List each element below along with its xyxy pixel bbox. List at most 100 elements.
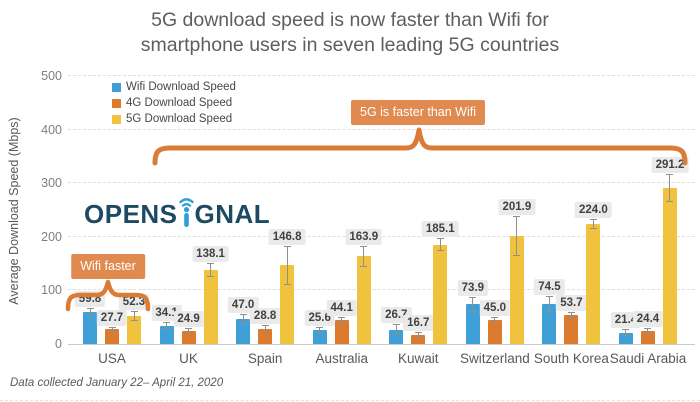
bar-wifi-switzerland <box>465 304 480 344</box>
error-cap-bottom <box>163 328 171 330</box>
error-cap-top <box>316 327 324 329</box>
error-cap-bottom <box>392 333 400 335</box>
legend-item-wifi: Wifi Download Speed <box>112 81 236 93</box>
error-bar-wifi-usa <box>89 308 91 316</box>
error-cap-bottom <box>589 228 597 230</box>
gridline-300 <box>68 182 695 184</box>
error-cap-bottom <box>545 311 553 313</box>
bar-wifi-kuwait <box>389 329 404 344</box>
bar-group-south-korea: 74.5 53.7 224.0 <box>534 77 612 344</box>
error-cap-top <box>185 328 193 330</box>
error-cap-bottom <box>513 254 521 256</box>
error-cap-top <box>622 328 630 330</box>
bar-group-uk: 34.1 24.9 138.1 <box>151 77 229 344</box>
bar-fiveg-usa <box>127 315 141 344</box>
error-bar-fiveg-south-korea <box>592 219 594 229</box>
y-tick-100: 100 <box>41 283 62 298</box>
bar-fourg-usa <box>105 329 119 344</box>
legend-item-fourg: 4G Download Speed <box>112 97 236 109</box>
bar-wifi-uk <box>159 325 174 344</box>
error-bar-fourg-uk <box>188 329 190 333</box>
bar-fiveg-south-korea <box>586 223 601 344</box>
bar-group-spain: 47.0 28.8 146.8 <box>227 77 306 344</box>
bar-fourg-australia <box>334 320 349 344</box>
bar-wifi-usa <box>83 311 97 344</box>
error-bar-fiveg-kuwait <box>439 239 441 251</box>
bar-wifi-australia <box>312 330 327 344</box>
error-bar-fourg-australia <box>341 317 343 324</box>
bar-fiveg-switzerland <box>509 235 524 344</box>
x-label-uk: UK <box>179 351 198 366</box>
error-cap-top <box>545 296 553 298</box>
value-label-fourg-spain: 28.8 <box>249 308 281 325</box>
error-bar-fourg-saudi-arabia <box>647 328 649 334</box>
y-tick-400: 400 <box>41 122 62 137</box>
bar-fourg-saudi-arabia <box>640 330 655 344</box>
x-label-kuwait: Kuwait <box>398 351 439 366</box>
error-cap-top <box>360 245 368 247</box>
error-bar-wifi-spain <box>242 314 244 324</box>
error-cap-top <box>469 296 477 298</box>
error-cap-bottom <box>239 323 247 325</box>
value-label-fiveg-uk: 138.1 <box>192 245 229 262</box>
bar-group-australia: 25.6 44.1 163.9 <box>304 77 383 344</box>
gridline-100 <box>68 289 695 291</box>
error-bar-fourg-switzerland <box>494 317 496 323</box>
error-cap-bottom <box>283 284 291 286</box>
bar-group-switzerland: 73.9 45.0 201.9 <box>457 77 536 344</box>
bar-fiveg-australia <box>356 256 371 344</box>
y-tick-500: 500 <box>41 69 62 83</box>
error-cap-bottom <box>491 322 499 324</box>
value-label-fiveg-usa: 52.3 <box>118 293 150 310</box>
error-cap-top <box>130 310 138 312</box>
wifi-i-icon <box>178 198 194 227</box>
legend: Wifi Download Speed 4G Download Speed 5G D… <box>112 81 236 129</box>
error-cap-top <box>513 216 521 218</box>
chart-title-line1: 5G download speed is now faster than Wif… <box>151 9 549 31</box>
chart-title: 5G download speed is now faster than Wif… <box>0 8 700 58</box>
x-label-australia: Australia <box>315 351 368 366</box>
error-bar-fourg-kuwait <box>417 333 419 337</box>
error-cap-top <box>666 173 674 175</box>
chart-title-line2: smartphone users in seven leading 5G cou… <box>140 34 560 56</box>
error-bar-fiveg-australia <box>363 246 365 266</box>
error-bar-wifi-south-korea <box>548 297 550 312</box>
error-bar-fiveg-uk <box>210 263 212 277</box>
error-cap-top <box>108 326 116 328</box>
legend-label-fiveg: 5G Download Speed <box>126 113 233 125</box>
legend-label-fourg: 4G Download Speed <box>126 97 233 109</box>
bar-wifi-south-korea <box>542 304 557 344</box>
error-cap-top <box>414 332 422 334</box>
error-bar-fiveg-usa <box>133 311 135 321</box>
error-cap-bottom <box>622 335 630 337</box>
error-cap-top <box>436 238 444 240</box>
error-bar-fiveg-switzerland <box>516 217 518 255</box>
value-label-wifi-switzerland: 73.9 <box>457 279 489 296</box>
bar-fourg-spain <box>258 328 273 344</box>
x-labels: USA UK Spain Australia Kuwait Switzerland Sout… <box>68 351 695 371</box>
bar-fourg-kuwait <box>411 335 426 344</box>
error-cap-bottom <box>414 336 422 338</box>
legend-swatch-fiveg <box>112 114 121 124</box>
error-bar-wifi-kuwait <box>395 325 397 334</box>
error-cap-top <box>86 307 94 309</box>
error-cap-bottom <box>644 333 652 335</box>
error-cap-bottom <box>666 201 674 203</box>
bar-fourg-switzerland <box>487 319 502 344</box>
y-tick-0: 0 <box>55 337 62 351</box>
badge-5g-faster: 5G is faster than Wifi <box>350 100 486 125</box>
error-cap-bottom <box>207 276 215 278</box>
value-label-fourg-south-korea: 53.7 <box>556 294 587 311</box>
error-cap-top <box>239 313 247 315</box>
error-cap-bottom <box>360 265 368 267</box>
error-bar-fourg-spain <box>264 326 266 331</box>
value-label-fiveg-australia: 163.9 <box>345 228 383 245</box>
bar-fiveg-saudi-arabia <box>662 187 677 344</box>
x-label-saudi-arabia: Saudi Arabia <box>609 351 687 366</box>
opensignal-logo: OPENS GNAL <box>84 196 270 227</box>
value-label-fourg-usa: 27.7 <box>96 309 128 326</box>
error-cap-bottom <box>130 320 138 322</box>
bar-fiveg-kuwait <box>433 244 448 344</box>
y-tick-300: 300 <box>41 176 62 191</box>
